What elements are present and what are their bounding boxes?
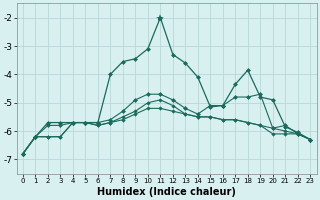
X-axis label: Humidex (Indice chaleur): Humidex (Indice chaleur): [97, 187, 236, 197]
